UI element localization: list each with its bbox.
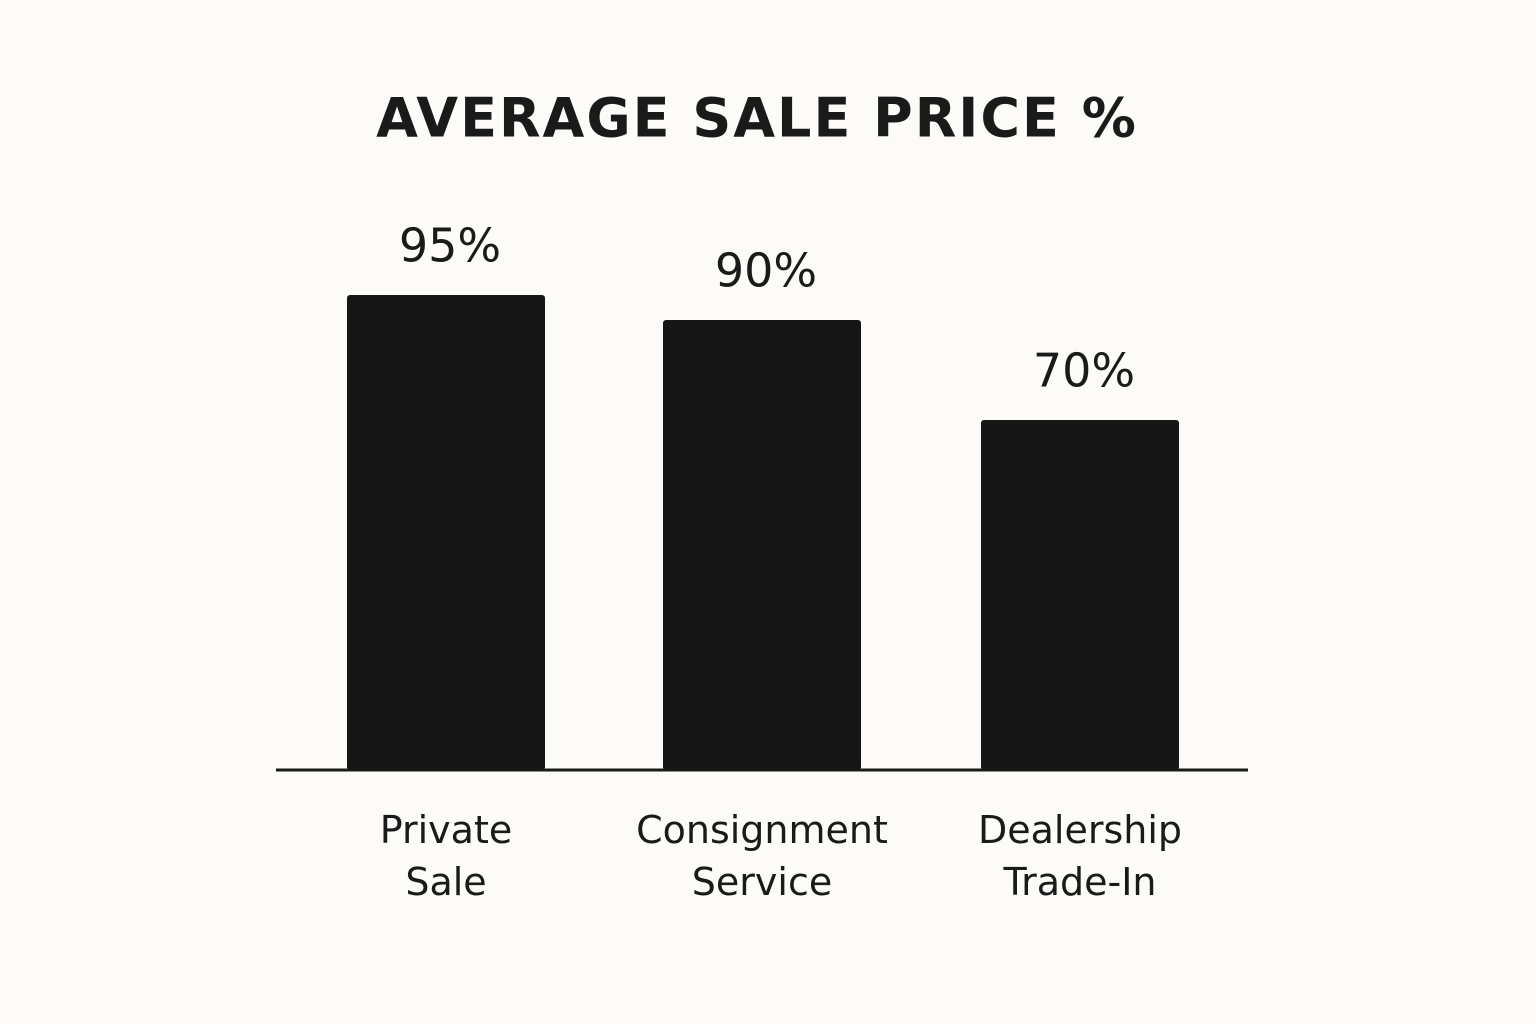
bar: [663, 320, 861, 770]
x-tick-label: Dealership Trade-In: [977, 808, 1183, 904]
bar: [981, 420, 1179, 770]
chart-title: AVERAGE SALE PRICE %: [376, 87, 1138, 150]
bar: [347, 295, 545, 770]
x-tick-label: Private Sale: [379, 808, 513, 904]
x-tick-label: Consignment Service: [636, 808, 888, 904]
value-label: 70%: [1033, 344, 1135, 398]
value-label: 95%: [399, 219, 501, 273]
value-label: 90%: [715, 244, 817, 298]
